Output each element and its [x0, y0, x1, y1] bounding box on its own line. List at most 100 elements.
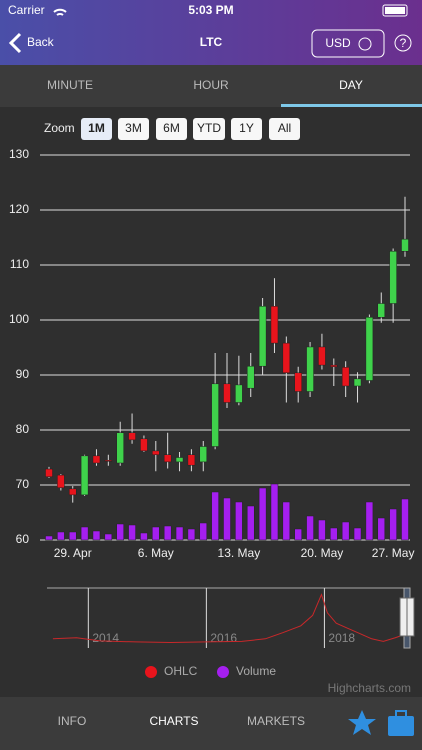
- volume-bar: [330, 527, 338, 541]
- volume-bar: [270, 483, 279, 541]
- zoom-button[interactable]: [81, 118, 112, 140]
- y-tick-label: 100: [9, 312, 29, 326]
- volume-bar: [57, 531, 65, 541]
- y-tick-label: 110: [10, 257, 29, 271]
- wifi-icon: [53, 8, 67, 16]
- volume-bar: [294, 528, 302, 541]
- bottom-tab-active[interactable]: CHARTS: [149, 714, 198, 728]
- candle-body: [152, 450, 160, 455]
- volume-bar: [199, 522, 208, 541]
- clock: 5:03 PM: [188, 3, 233, 17]
- candle-body: [128, 432, 136, 441]
- bottom-tab[interactable]: INFO: [58, 714, 87, 728]
- y-tick-label: 120: [9, 202, 29, 216]
- legend-label: Volume: [236, 664, 276, 678]
- volume-bar: [211, 491, 219, 541]
- currency-label: USD: [325, 36, 351, 50]
- volume-bar: [258, 487, 267, 541]
- y-tick-label: 80: [16, 422, 30, 436]
- tab[interactable]: MINUTE: [47, 78, 93, 92]
- candle-body: [57, 474, 65, 489]
- volume-bar: [104, 533, 113, 541]
- credit: Highcharts.com: [328, 681, 411, 695]
- volume-bar: [80, 526, 89, 541]
- zoom-button-label: 1M: [88, 121, 105, 135]
- navigator-line: [52, 593, 408, 643]
- volume-bar: [128, 524, 136, 541]
- navigator-tick-label: 2014: [92, 631, 119, 645]
- volume-bar: [377, 517, 386, 541]
- help-button[interactable]: [394, 34, 412, 52]
- volume-bar: [401, 498, 409, 541]
- bottom-bar: [0, 697, 422, 750]
- volume-bar: [353, 527, 362, 541]
- candle-body: [45, 468, 53, 477]
- legend-marker: [217, 666, 229, 678]
- header: [0, 0, 422, 65]
- volume-bar: [68, 531, 77, 541]
- zoom-label: Zoom: [44, 121, 75, 135]
- candle-body: [365, 317, 374, 381]
- volume-bar: [318, 519, 326, 541]
- x-tick-label: 13. May: [218, 546, 261, 560]
- candle-body: [80, 455, 89, 496]
- candle-body: [235, 384, 243, 403]
- navigator-tick-label: 2016: [210, 631, 237, 645]
- currency-button[interactable]: [311, 29, 385, 58]
- zoom-button[interactable]: [193, 118, 225, 140]
- candle-body: [175, 457, 184, 463]
- candle-body: [258, 306, 267, 367]
- x-tick-label: 6. May: [138, 546, 174, 560]
- navigator-handle: [406, 597, 415, 637]
- candle-body: [104, 460, 113, 462]
- volume-bar: [365, 501, 374, 541]
- candle-body: [92, 455, 101, 464]
- candle-body: [116, 432, 124, 464]
- volume-bar: [116, 523, 124, 541]
- volume-bar: [152, 526, 160, 541]
- volume-bar: [223, 497, 231, 541]
- zoom-button[interactable]: [156, 118, 187, 140]
- volume-bar: [389, 508, 397, 541]
- volume-bar: [246, 505, 255, 541]
- candle-body: [270, 306, 279, 344]
- zoom-button[interactable]: [118, 118, 149, 140]
- help-label: ?: [400, 36, 407, 50]
- candle-body: [282, 342, 291, 374]
- tab[interactable]: HOUR: [193, 78, 229, 92]
- candle-body: [246, 365, 255, 389]
- candle-body: [294, 372, 302, 392]
- zoom-button[interactable]: [269, 118, 300, 140]
- x-tick-label: 29. Apr: [54, 546, 92, 560]
- x-tick-label: 27. May: [372, 546, 415, 560]
- navigator-handle: [399, 597, 408, 637]
- battery-level: [385, 7, 405, 14]
- candle-body: [140, 438, 148, 452]
- volume-bar: [306, 515, 314, 541]
- volume-bar: [341, 521, 350, 541]
- candle-body: [377, 303, 386, 318]
- volume-bar: [45, 535, 53, 541]
- volume-bar: [235, 501, 243, 541]
- bottom-tab[interactable]: MARKETS: [247, 714, 305, 728]
- zoom-button-label: All: [278, 121, 291, 135]
- volume-bar: [175, 526, 184, 541]
- candle-body: [199, 446, 208, 463]
- tab-active[interactable]: DAY: [339, 78, 363, 92]
- star-icon[interactable]: [348, 710, 376, 735]
- back-arrow[interactable]: [8, 32, 22, 54]
- y-tick-label: 90: [16, 367, 30, 381]
- tab-indicator: [281, 104, 422, 107]
- portfolio-icon[interactable]: [388, 716, 414, 736]
- zoom-button[interactable]: [231, 118, 262, 140]
- tab-bar: [0, 65, 422, 107]
- volume-bar: [140, 532, 148, 541]
- candle-body: [306, 346, 314, 392]
- volume-bar: [282, 501, 291, 541]
- candle-body: [163, 454, 172, 463]
- x-tick-label: 20. May: [301, 546, 344, 560]
- portfolio-handle: [395, 710, 407, 718]
- back-button[interactable]: Back: [27, 35, 55, 49]
- candle-body: [353, 378, 362, 387]
